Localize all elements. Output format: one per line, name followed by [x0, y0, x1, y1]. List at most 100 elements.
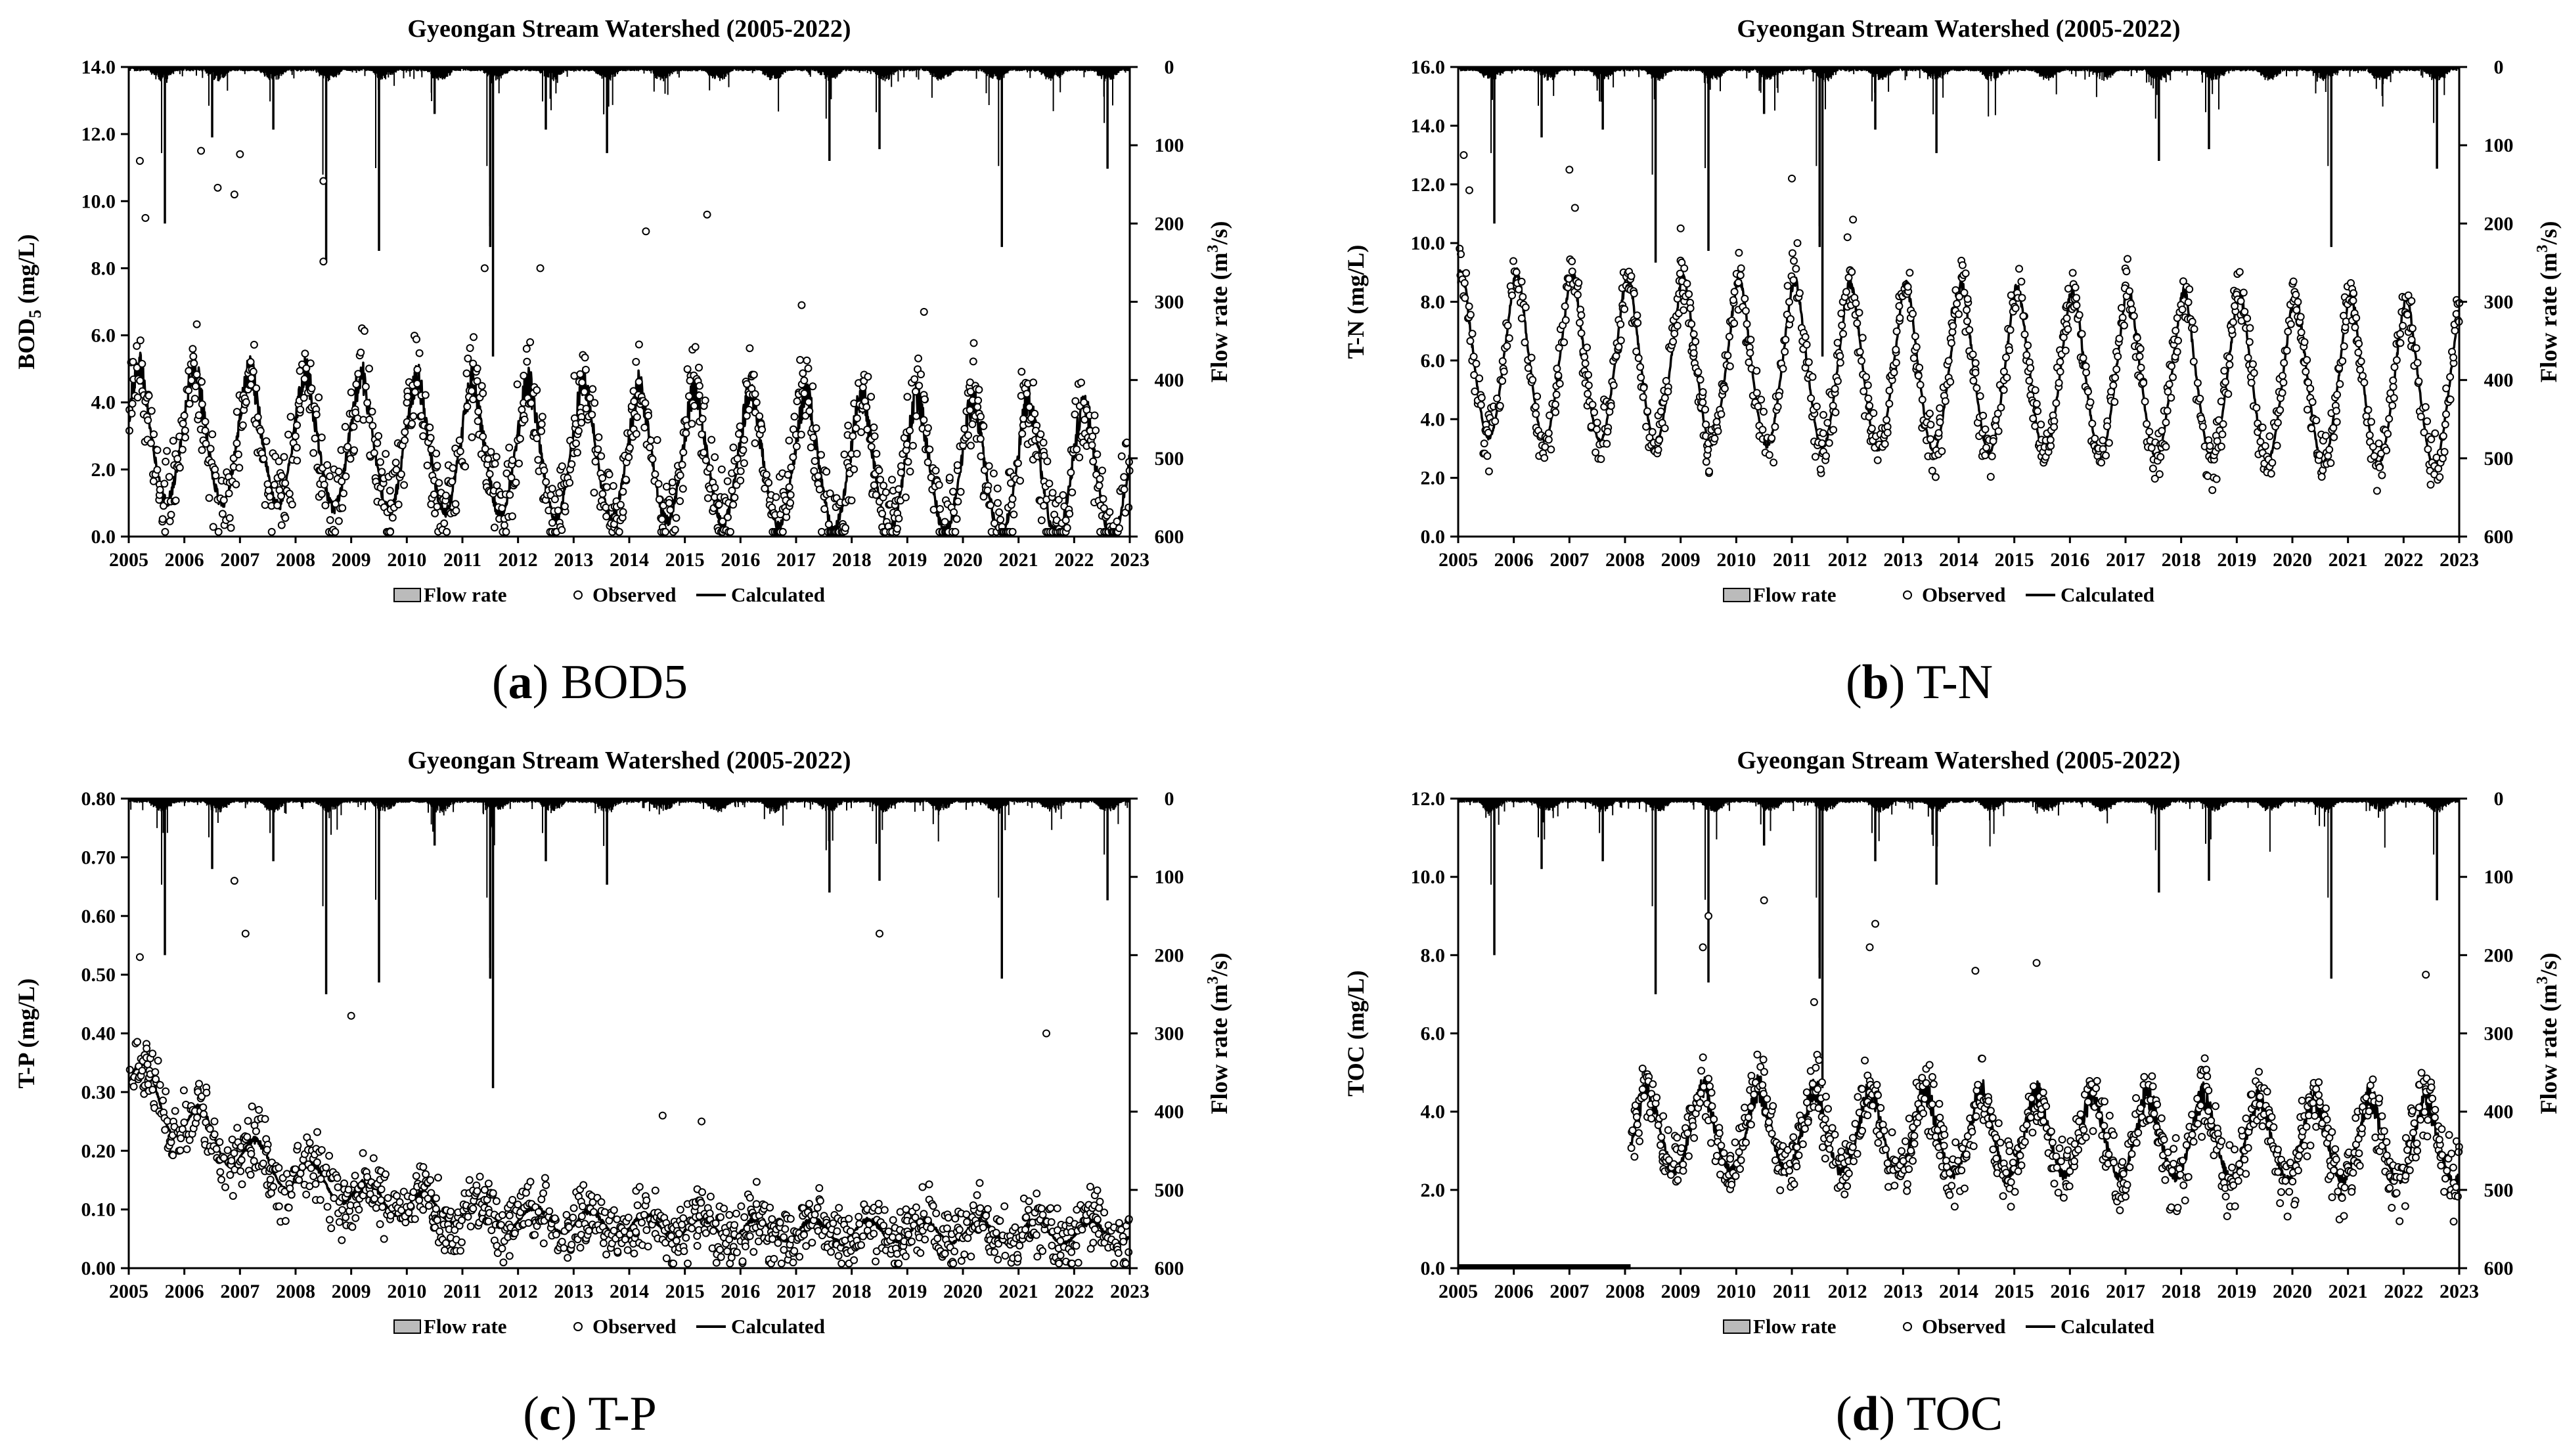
observed-point: [1090, 411, 1099, 420]
observed-point: [1909, 1157, 1917, 1165]
observed-point: [2357, 357, 2365, 366]
observed-point: [479, 432, 487, 441]
observed-point: [2449, 353, 2458, 362]
observed-point: [786, 498, 795, 507]
observed-point: [786, 1214, 795, 1223]
observed-point: [755, 1228, 764, 1237]
observed-point: [2441, 420, 2449, 429]
observed-point: [717, 1253, 725, 1261]
observed-point: [1521, 303, 1530, 311]
observed-point: [2436, 473, 2444, 481]
observed-point: [952, 515, 961, 523]
observed-point: [498, 1245, 506, 1252]
legend-swatch-flow-rate: [393, 588, 421, 602]
observed-point: [319, 177, 328, 185]
observed-point: [1040, 502, 1048, 510]
observed-point: [1895, 302, 1904, 310]
observed-point: [976, 1204, 985, 1212]
observed-point: [1821, 1155, 1829, 1163]
observed-point: [441, 1239, 450, 1247]
observed-point: [1706, 1082, 1714, 1090]
observed-point: [263, 1145, 271, 1154]
observed-point: [1517, 277, 1526, 286]
observed-point: [2446, 395, 2455, 404]
observed-point: [2112, 365, 2121, 374]
observed-point: [707, 435, 716, 444]
observed-point: [2386, 1183, 2394, 1192]
observed-point: [799, 369, 807, 378]
observed-point: [492, 452, 501, 461]
observed-point: [1689, 349, 1698, 357]
observed-point: [180, 1118, 189, 1127]
observed-point: [790, 412, 799, 421]
observed-point: [800, 389, 809, 397]
observed-point: [548, 519, 556, 527]
observed-point: [1603, 439, 1611, 448]
observed-point: [640, 1210, 648, 1219]
observed-point: [1498, 357, 1507, 365]
observed-point: [484, 454, 493, 463]
observed-point: [1957, 1166, 1966, 1175]
observed-point: [1056, 1251, 1065, 1260]
observed-point: [2172, 1134, 2180, 1142]
observed-point: [807, 443, 815, 452]
observed-point: [2128, 305, 2136, 314]
observed-point: [1814, 1085, 1822, 1093]
observed-point: [537, 427, 546, 435]
observed-point: [1483, 452, 1492, 460]
observed-point: [746, 344, 754, 353]
observed-point: [2190, 325, 2198, 333]
observed-point: [1574, 278, 1583, 287]
observed-point: [261, 1114, 269, 1123]
observed-point: [2431, 1105, 2440, 1114]
observed-point: [2217, 442, 2225, 451]
observed-point: [837, 1259, 846, 1268]
observed-point: [1769, 1102, 1777, 1111]
observed-point: [630, 397, 638, 406]
y-tick-label: 0.60: [81, 906, 116, 927]
observed-point: [906, 468, 914, 475]
observed-point: [1795, 289, 1804, 298]
observed-point: [2028, 1094, 2036, 1103]
observed-point: [766, 1203, 774, 1212]
observed-point: [466, 344, 474, 352]
observed-point: [2039, 1117, 2048, 1126]
observed-point: [2109, 1131, 2118, 1139]
observed-point: [853, 414, 861, 422]
observed-point: [1760, 896, 1768, 904]
observed-point: [2079, 354, 2087, 363]
observed-point: [576, 1243, 585, 1252]
observed-point: [466, 1222, 475, 1231]
observed-point: [977, 452, 985, 460]
legend-label-observed: Observed: [592, 583, 676, 606]
observed-point: [2105, 439, 2113, 447]
observed-point: [992, 1229, 1000, 1237]
observed-point: [921, 1235, 929, 1244]
observed-point: [2388, 1204, 2396, 1212]
observed-point: [2237, 297, 2245, 305]
observed-point: [700, 449, 708, 457]
observed-point: [924, 458, 932, 466]
observed-point: [730, 493, 739, 502]
observed-point: [2330, 1166, 2338, 1175]
observed-point: [2031, 386, 2039, 395]
observed-point: [768, 1215, 776, 1224]
observed-point: [982, 1212, 991, 1220]
observed-point: [2053, 1163, 2061, 1172]
observed-point: [300, 393, 308, 402]
observed-point: [380, 1235, 388, 1243]
observed-point: [334, 1183, 342, 1191]
observed-point: [602, 483, 611, 491]
x-tick-label: 2007: [1549, 549, 1589, 571]
observed-point: [1837, 1147, 1846, 1156]
observed-point: [1074, 1258, 1082, 1267]
observed-point: [2439, 431, 2447, 440]
observed-point: [581, 366, 590, 374]
observed-point: [1712, 1151, 1721, 1160]
observed-point: [161, 527, 169, 536]
observed-point: [1517, 314, 1526, 322]
legend-swatch-observed: [1903, 590, 1912, 600]
observed-point: [1010, 510, 1018, 519]
observed-point: [473, 1187, 481, 1195]
observed-point: [386, 1211, 395, 1220]
